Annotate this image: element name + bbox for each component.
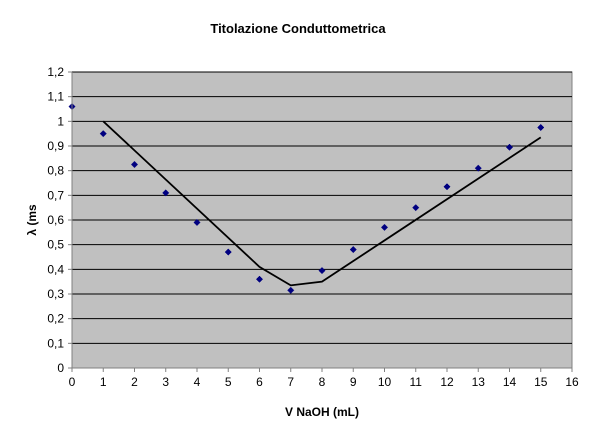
x-tick-label: 5 xyxy=(225,375,232,389)
data-point xyxy=(193,218,201,227)
y-tick-label: 0,1 xyxy=(47,336,64,350)
x-tick-label: 1 xyxy=(100,375,107,389)
y-tick-label: 0,5 xyxy=(47,238,64,252)
gridlines xyxy=(72,71,572,344)
y-tick-label: 0,8 xyxy=(47,164,64,178)
x-tick-label: 15 xyxy=(534,375,548,389)
x-tick-label: 11 xyxy=(410,375,423,389)
x-tick-label: 8 xyxy=(319,375,326,389)
y-axis-title: λ (ms xyxy=(25,204,39,236)
axes xyxy=(68,71,573,372)
x-tick-label: 2 xyxy=(131,375,138,389)
x-axis-title: V NaOH (mL) xyxy=(285,405,359,419)
x-tick-label: 12 xyxy=(440,375,454,389)
data-point xyxy=(443,183,451,191)
trend-line xyxy=(102,120,542,287)
y-tick-labels: 0 0,1 0,2 0,3 0,4 0,5 0,6 0,7 0,8 0,9 1 1,1 1,2 xyxy=(47,65,64,375)
data-point xyxy=(99,130,107,138)
x-tick-label: 16 xyxy=(565,375,579,389)
data-point xyxy=(474,164,482,172)
x-tick-label: 10 xyxy=(378,375,392,389)
x-tick-label: 14 xyxy=(503,375,517,389)
y-tick-label: 0,3 xyxy=(47,287,64,301)
fit-line-layer xyxy=(102,120,542,287)
x-tick-label: 3 xyxy=(162,375,169,389)
y-tick-label: 0,9 xyxy=(47,139,64,153)
y-tick-label: 1 xyxy=(57,114,64,128)
data-point xyxy=(537,123,545,132)
data-point xyxy=(380,223,389,231)
data-point xyxy=(255,275,264,283)
y-tick-label: 0,7 xyxy=(47,188,64,202)
y-tick-label: 1,1 xyxy=(47,90,64,104)
x-tick-labels: 0 1 2 3 4 5 6 7 8 9 10 11 12 13 14 15 16 xyxy=(69,375,579,389)
x-tick-label: 9 xyxy=(350,375,357,389)
data-point xyxy=(349,246,357,254)
x-tick-label: 13 xyxy=(472,375,486,389)
data-point xyxy=(412,204,420,212)
y-tick-label: 0,6 xyxy=(47,213,64,227)
data-point xyxy=(162,189,170,197)
x-tick-label: 6 xyxy=(256,375,263,389)
data-point xyxy=(505,143,514,151)
x-tick-label: 7 xyxy=(287,375,294,389)
data-point xyxy=(224,248,232,256)
y-tick-label: 0 xyxy=(57,361,64,375)
data-point xyxy=(287,286,295,294)
data-point xyxy=(130,160,139,169)
y-tick-label: 0,2 xyxy=(47,312,64,326)
x-tick-label: 0 xyxy=(69,375,76,389)
data-point xyxy=(318,267,326,275)
chart-title: Titolazione Conduttometrica xyxy=(210,21,386,36)
x-tick-label: 4 xyxy=(194,375,201,389)
y-tick-label: 0,4 xyxy=(47,262,64,276)
y-tick-label: 1,2 xyxy=(47,65,64,79)
